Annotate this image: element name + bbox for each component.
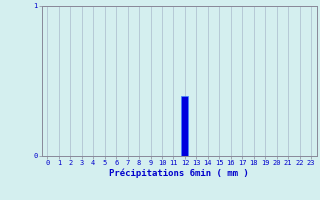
Bar [181,96,188,156]
X-axis label: Précipitations 6min ( mm ): Précipitations 6min ( mm ) [109,169,249,178]
